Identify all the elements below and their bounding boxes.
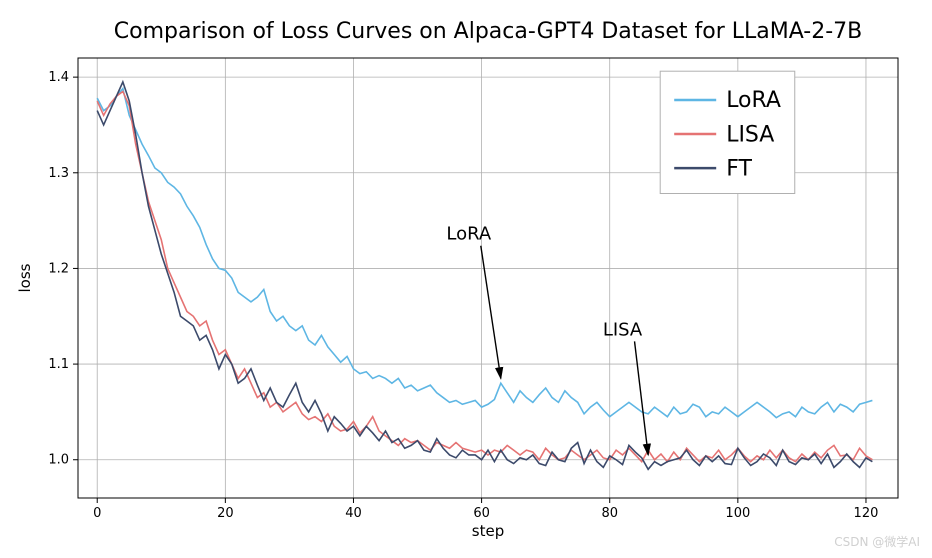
- svg-text:1.3: 1.3: [48, 166, 69, 181]
- svg-text:0: 0: [93, 506, 101, 521]
- annotation-label: LoRA: [446, 224, 492, 245]
- svg-text:20: 20: [217, 506, 234, 521]
- svg-text:60: 60: [473, 506, 490, 521]
- svg-text:120: 120: [854, 506, 879, 521]
- legend-label: LoRA: [726, 88, 781, 113]
- chart-container: 0 20 40 60 80 100 120 1.0 1.1 1.2 1.3 1.4 step loss Co…: [0, 0, 932, 558]
- svg-text:1.4: 1.4: [48, 70, 69, 85]
- svg-text:1.2: 1.2: [48, 261, 69, 276]
- loss-chart: 0 20 40 60 80 100 120 1.0 1.1 1.2 1.3 1.4 step loss Co…: [0, 0, 932, 558]
- legend-label: FT: [726, 156, 752, 181]
- annotation-label: LISA: [603, 319, 643, 340]
- chart-title: Comparison of Loss Curves on Alpaca-GPT4…: [114, 19, 862, 44]
- svg-text:80: 80: [601, 506, 618, 521]
- y-axis-label: loss: [16, 263, 34, 292]
- svg-text:100: 100: [725, 506, 750, 521]
- svg-text:40: 40: [345, 506, 362, 521]
- svg-text:1.1: 1.1: [48, 357, 69, 372]
- x-axis-label: step: [472, 522, 504, 540]
- svg-text:1.0: 1.0: [48, 453, 69, 468]
- legend-label: LISA: [726, 122, 774, 147]
